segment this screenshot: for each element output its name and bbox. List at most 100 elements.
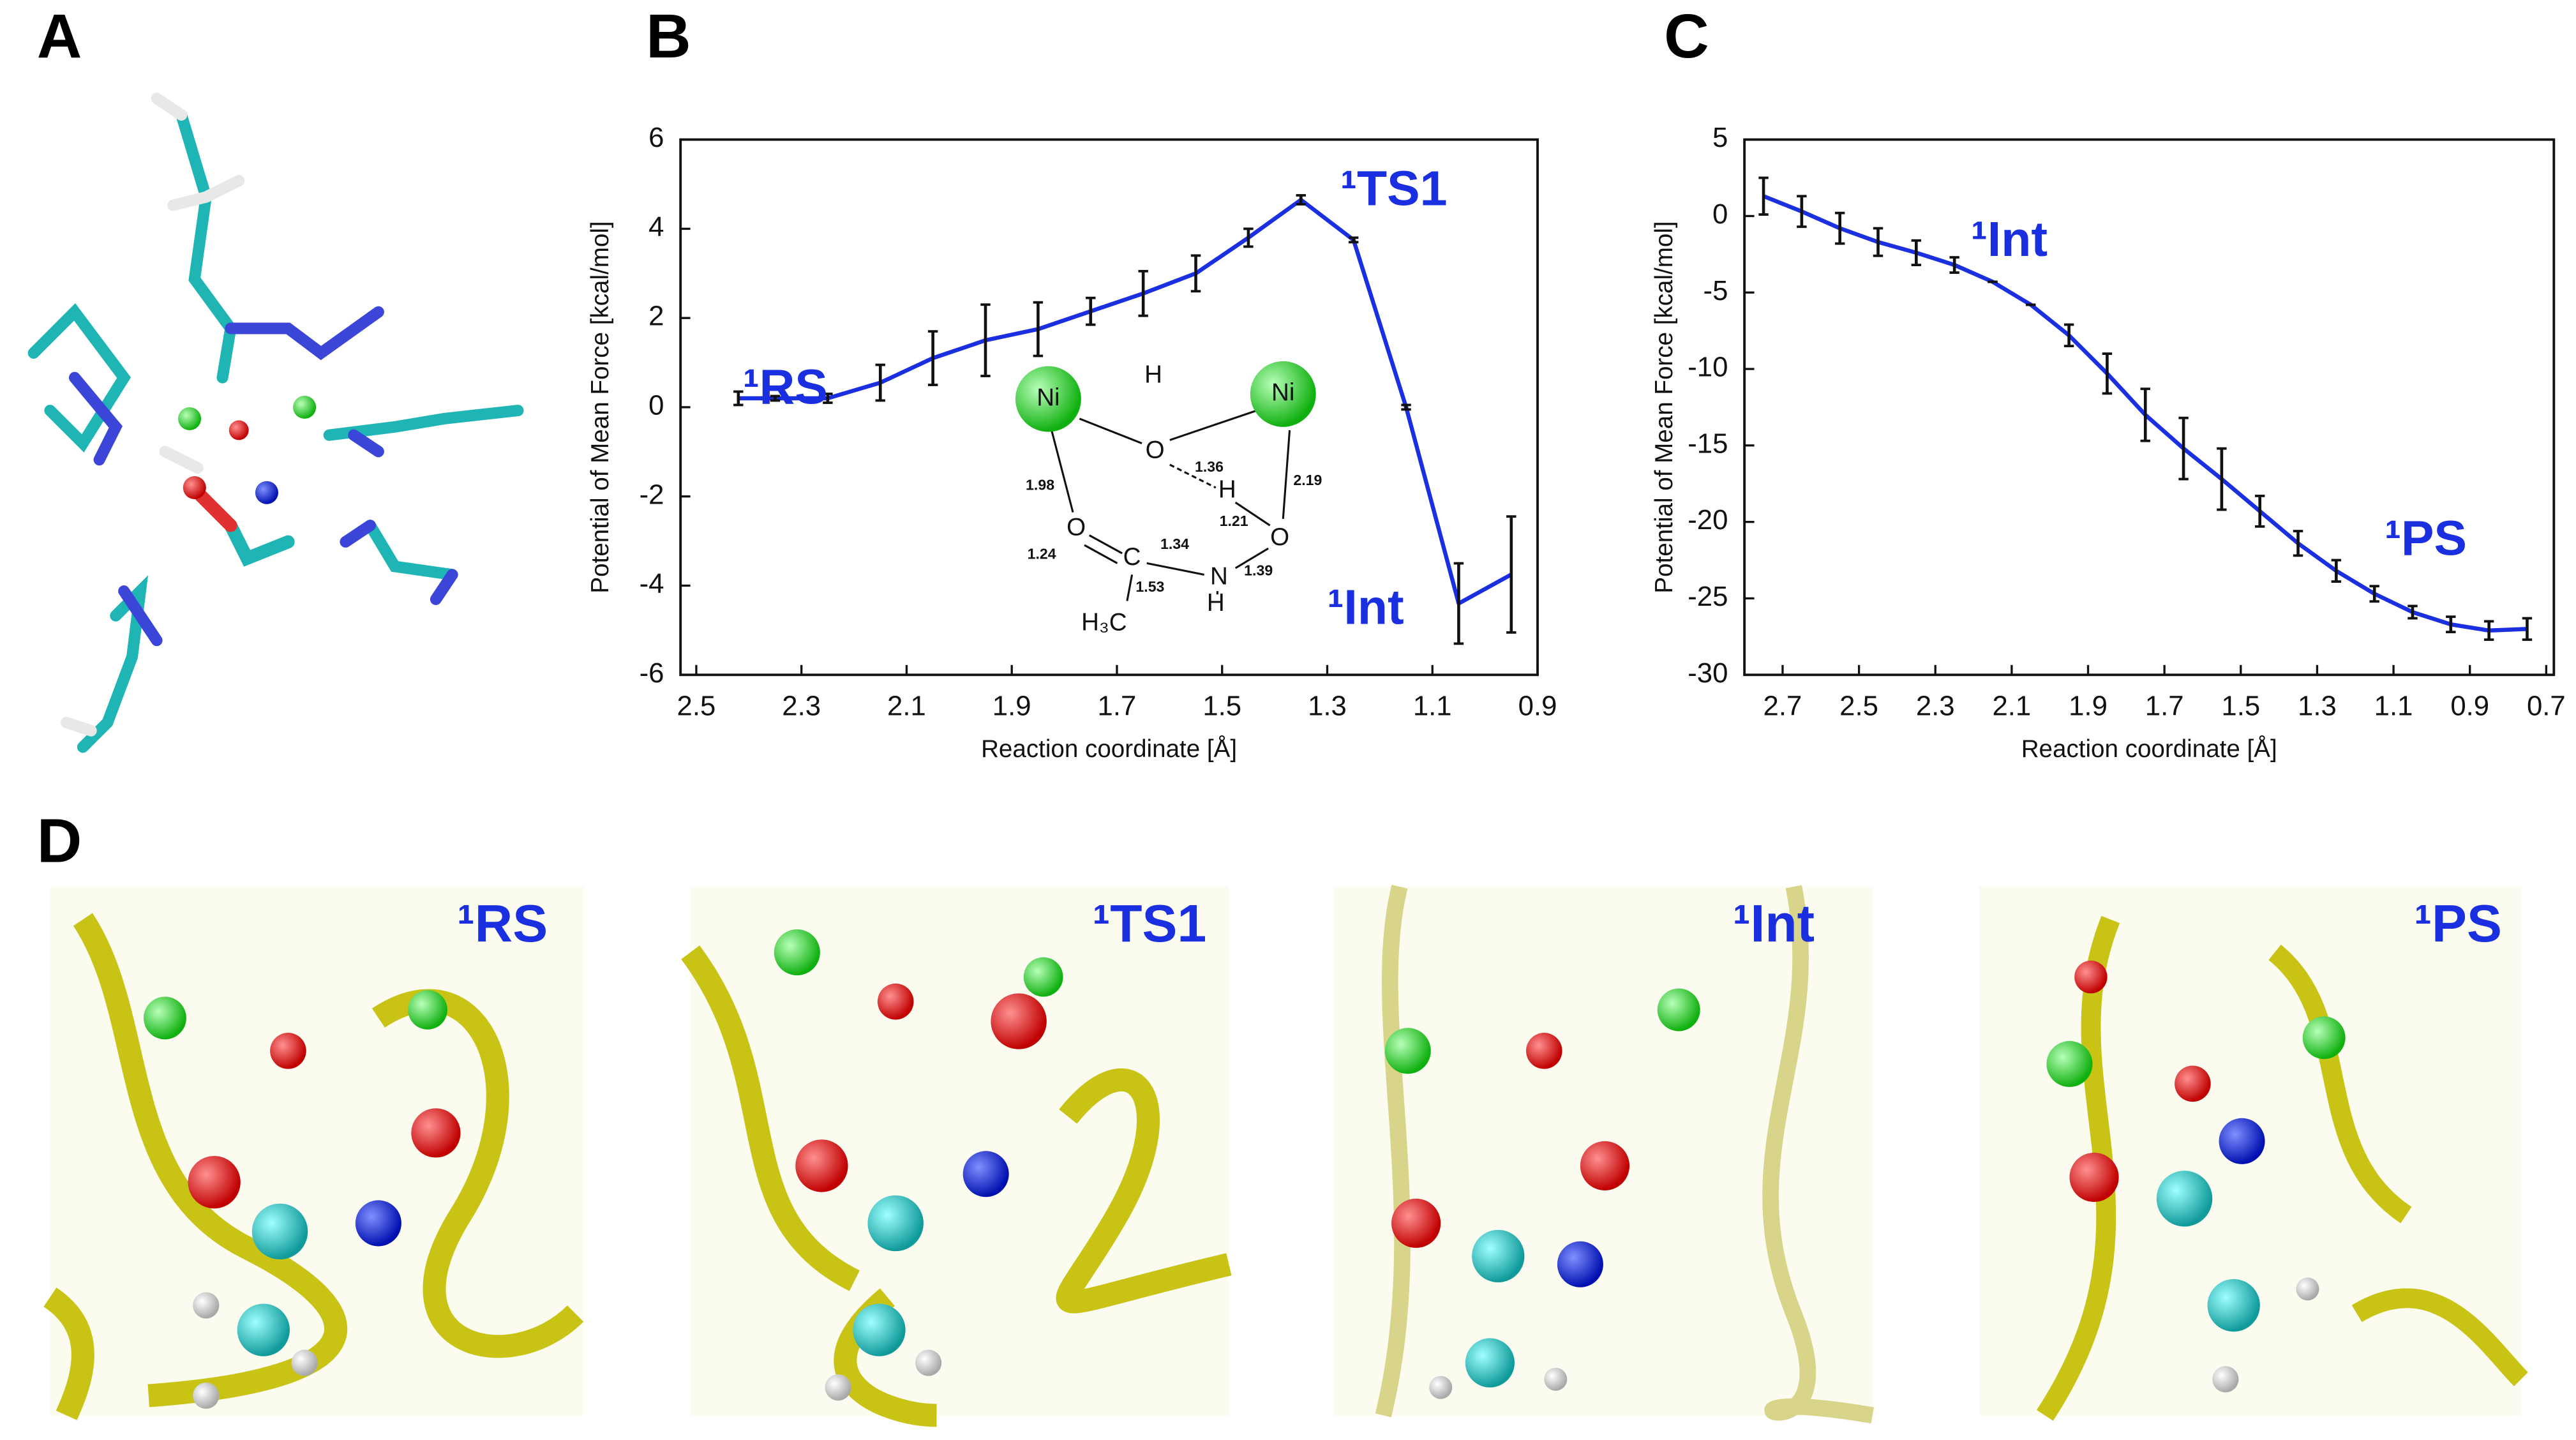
x-tick-label: 2.7: [1764, 690, 1802, 721]
error-bar: [2178, 416, 2189, 481]
error-bar: [2446, 615, 2456, 634]
x-axis-title: Reaction coordinate [Å]: [981, 735, 1237, 763]
plot-frame: [1743, 138, 2556, 677]
scene-label: ¹PS: [2415, 894, 2502, 953]
x-tick-label: 1.1: [1413, 690, 1452, 721]
error-bar: [875, 363, 885, 402]
x-tick-label: 1.5: [1202, 690, 1241, 721]
error-bar: [1243, 227, 1254, 248]
x-tick-label: 2.3: [782, 690, 821, 721]
bond-length: 1.24: [1028, 546, 1056, 562]
atom-label: Ni: [1037, 384, 1060, 411]
h-bond: [1169, 463, 1217, 489]
bond: [1084, 544, 1118, 564]
error-bar: [2140, 387, 2150, 442]
annotation: ¹Int: [1971, 212, 2048, 267]
atom-label: Ni: [1271, 379, 1294, 407]
error-bar: [1296, 194, 1307, 206]
bond: [1079, 417, 1142, 444]
bond-length: 1.34: [1160, 536, 1189, 552]
y-tick-label: 0: [1712, 199, 1728, 230]
x-tick-label: 0.9: [1518, 690, 1557, 721]
error-bar: [2254, 494, 2265, 528]
x-tick-label: 1.3: [1308, 690, 1347, 721]
error-bar: [1834, 211, 1845, 245]
y-tick-label: 6: [648, 122, 664, 153]
bond-length: 1.21: [1220, 513, 1248, 529]
bond-length: 1.36: [1195, 458, 1224, 475]
x-tick-label: 0.9: [2450, 690, 2489, 721]
x-tick-label: 2.5: [1839, 690, 1878, 721]
x-tick-label: 2.3: [1916, 690, 1955, 721]
error-bar: [2063, 323, 2074, 348]
y-tick-label: -10: [1688, 352, 1728, 383]
error-bar: [1190, 254, 1201, 293]
annotation: ¹TS1: [1340, 161, 1447, 216]
y-axis-title: Potential of Mean Force [kcal/mol]: [1651, 221, 1678, 593]
scene-label: ¹RS: [457, 894, 548, 953]
error-bar: [1506, 515, 1516, 634]
bond: [1051, 430, 1074, 513]
structure-d: [43, 884, 2528, 1427]
y-tick-label: -25: [1688, 581, 1728, 612]
y-tick-label: 2: [648, 301, 664, 332]
bond: [1146, 562, 1205, 576]
error-bar: [2293, 530, 2303, 557]
atom-label: O: [1067, 514, 1086, 541]
error-bar: [1033, 301, 1044, 357]
error-bar: [2522, 617, 2533, 641]
scene-label: ¹Int: [1733, 894, 1815, 953]
error-bar: [1911, 239, 1922, 267]
bond-length: 1.39: [1244, 562, 1273, 578]
x-tick-label: 1.7: [2145, 690, 2184, 721]
x-axis-title: Reaction coordinate [Å]: [2021, 735, 2277, 763]
ni-atom: [1250, 361, 1316, 427]
x-tick-label: 2.5: [677, 690, 716, 721]
error-bar: [2102, 352, 2113, 395]
error-bar: [1758, 176, 1769, 216]
atom-label: H: [1218, 476, 1236, 503]
y-tick-label: -5: [1704, 275, 1728, 306]
annotation: ¹PS: [2385, 511, 2467, 566]
bond: [1282, 430, 1291, 519]
x-tick-label: 1.9: [992, 690, 1031, 721]
error-bar: [927, 330, 938, 386]
x-tick-label: 1.3: [2298, 690, 2337, 721]
atom-label: H: [1144, 361, 1162, 388]
atom-label: N: [1210, 563, 1228, 590]
error-bar: [1949, 256, 1959, 274]
annotation: ¹RS: [743, 360, 828, 415]
y-axis-title: Potential of Mean Force [kcal/mol]: [587, 221, 614, 593]
y-tick-label: 4: [648, 211, 664, 243]
x-tick-label: 1.9: [2069, 690, 2108, 721]
error-bar: [2408, 604, 2418, 620]
y-tick-label: -30: [1688, 657, 1728, 689]
annotation: ¹Int: [1328, 580, 1404, 634]
y-tick-label: 5: [1712, 122, 1728, 153]
atom-label: O: [1146, 437, 1165, 464]
data-line: [738, 197, 1513, 606]
x-tick-label: 1.7: [1098, 690, 1137, 721]
error-bar: [1873, 227, 1883, 257]
y-tick-label: -2: [640, 479, 664, 510]
atom-label: H: [1207, 589, 1225, 617]
scene-label: ¹TS1: [1093, 894, 1206, 953]
atom-label: C: [1123, 543, 1141, 571]
y-tick-label: -6: [640, 657, 664, 689]
x-tick-label: 0.7: [2527, 690, 2566, 721]
panel-label: B: [646, 1, 691, 71]
bond-length: 1.98: [1026, 477, 1054, 493]
error-bar: [1086, 296, 1096, 326]
y-tick-label: -4: [640, 568, 664, 599]
atom-label: O: [1270, 523, 1289, 551]
bond-length: 2.19: [1293, 472, 1322, 488]
error-bar: [823, 393, 833, 404]
error-bar: [2369, 585, 2379, 603]
error-bar: [1453, 562, 1464, 645]
x-tick-label: 2.1: [1992, 690, 2031, 721]
error-bar: [2217, 447, 2227, 511]
atom-label: H₃C: [1081, 609, 1127, 636]
panel-label: D: [37, 806, 82, 876]
